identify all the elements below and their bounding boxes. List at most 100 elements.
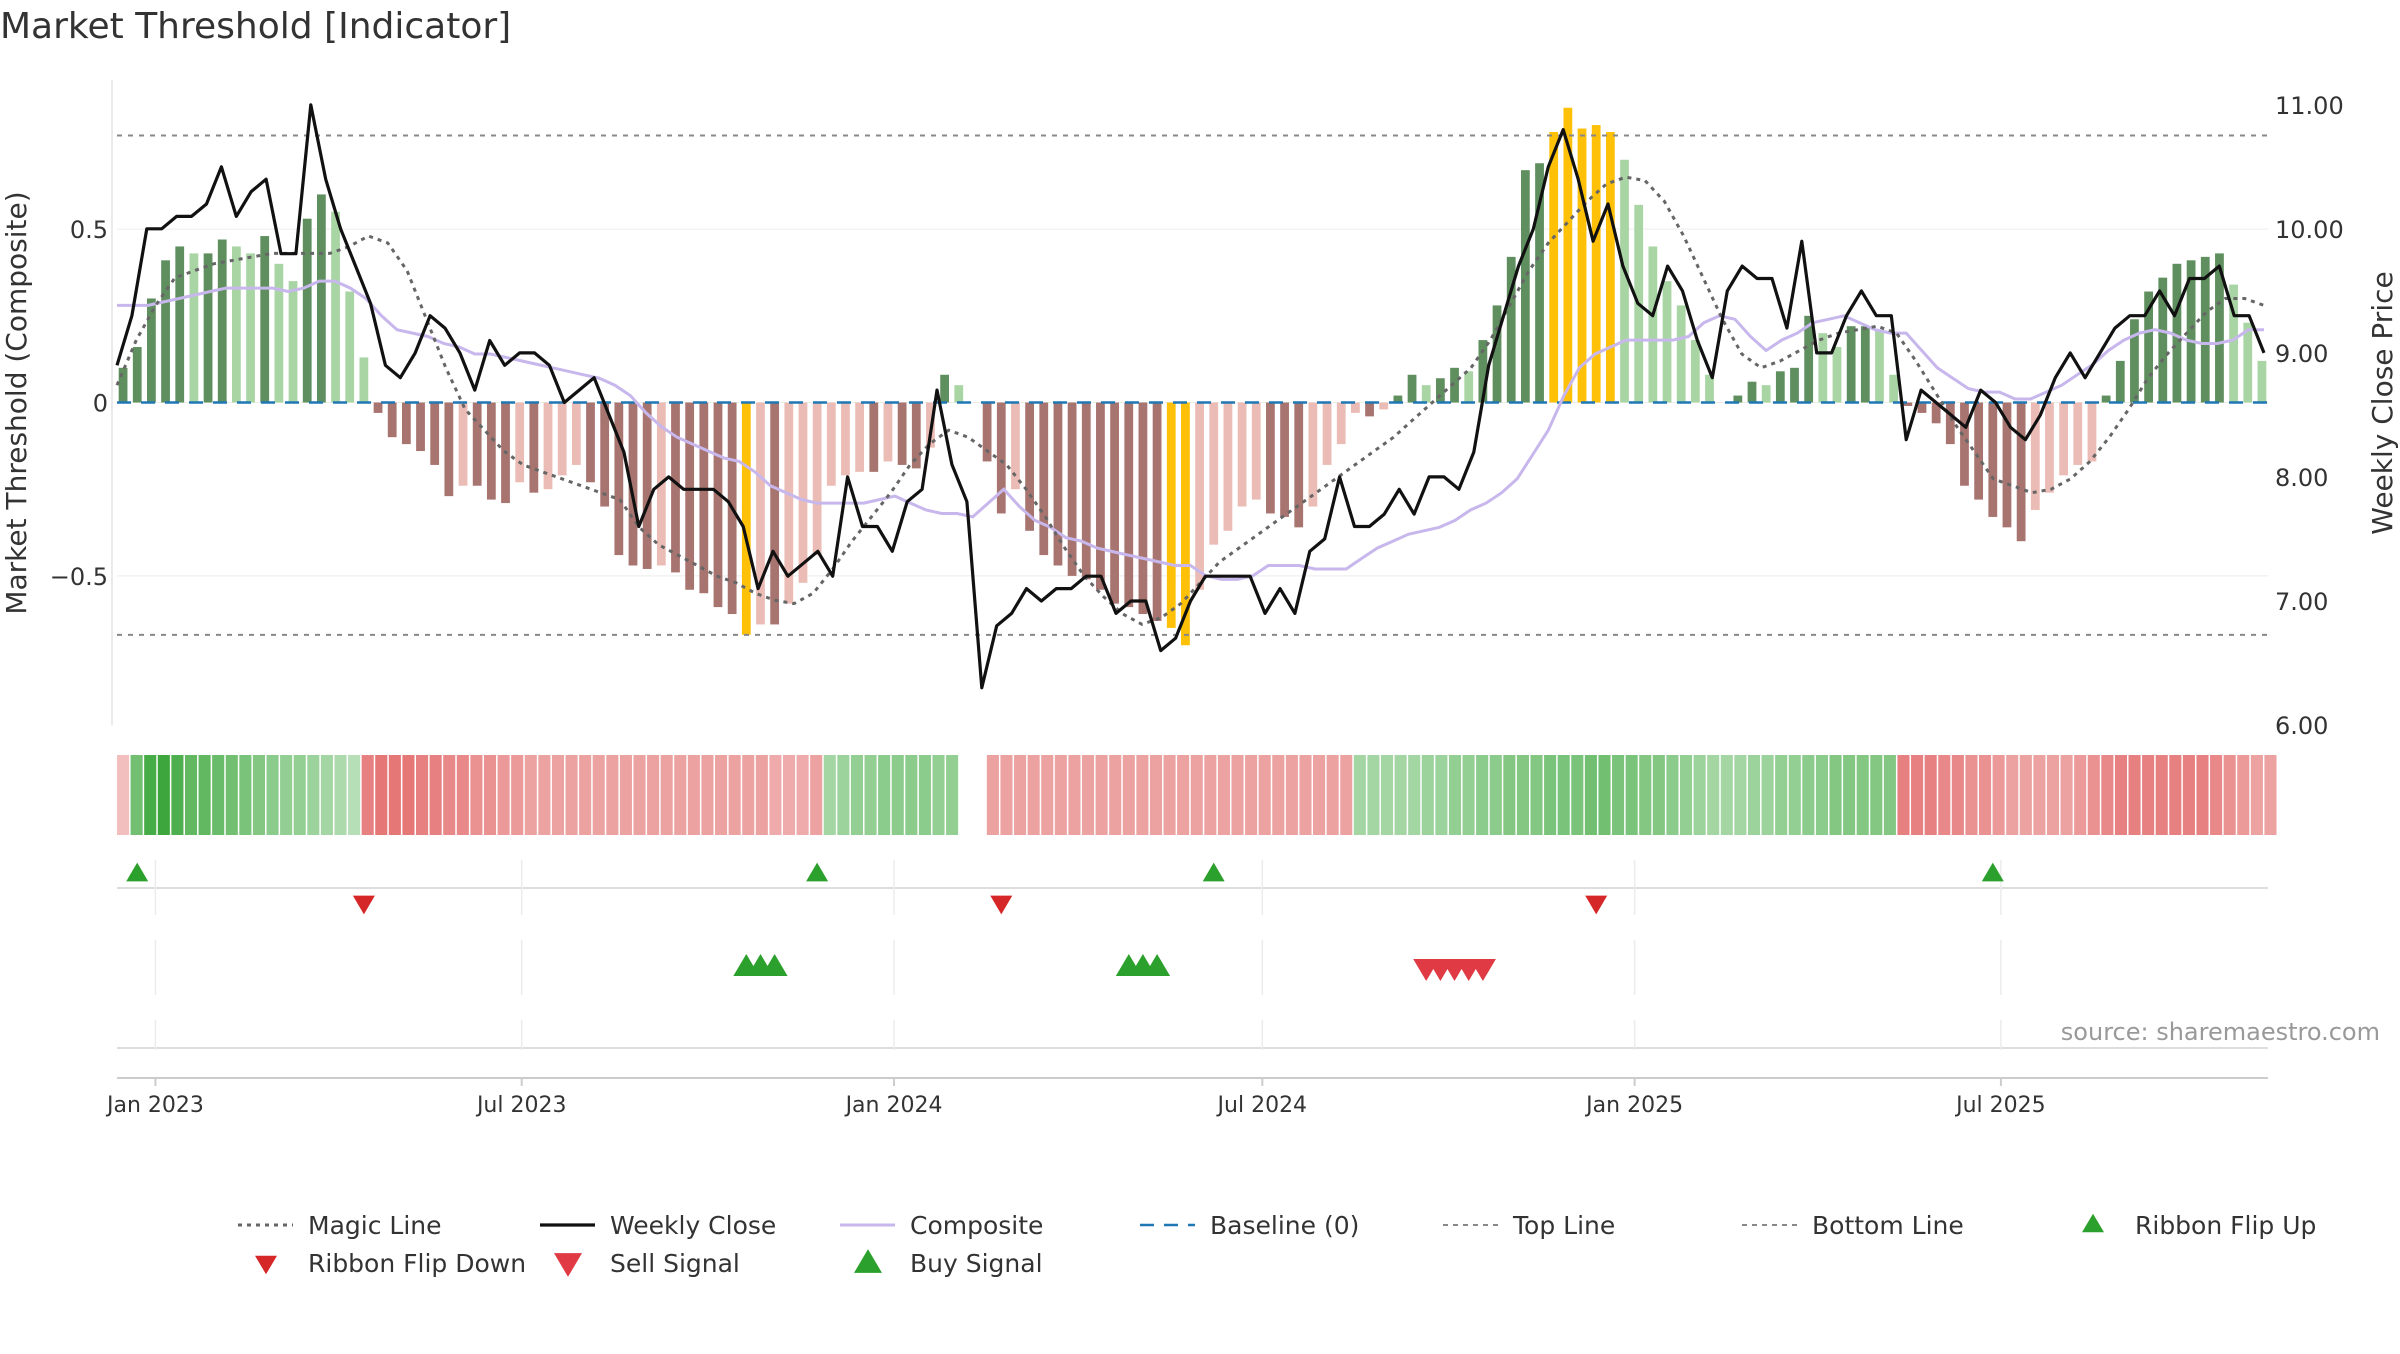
- ribbon-cell: [117, 755, 130, 835]
- composite-bar: [586, 402, 595, 483]
- ribbon-cell: [402, 755, 415, 835]
- composite-bar: [316, 194, 326, 403]
- composite-bar: [1223, 402, 1233, 531]
- composite-bar: [1421, 385, 1431, 403]
- composite-bar: [1988, 402, 1998, 517]
- ribbon-cell: [2074, 755, 2087, 835]
- composite-bar: [1365, 402, 1374, 417]
- composite-bar: [444, 402, 454, 497]
- ribbon-cell: [1815, 755, 1828, 835]
- ribbon-cell: [2223, 755, 2236, 835]
- legend-swatch-sell: [554, 1253, 582, 1277]
- composite-bar: [1690, 340, 1700, 403]
- composite-bar: [1195, 402, 1204, 590]
- legend-label: Weekly Close: [610, 1211, 776, 1240]
- composite-bar: [982, 402, 992, 462]
- composite-bar: [1974, 402, 1984, 500]
- composite-bar: [373, 402, 383, 413]
- ribbon-cell: [266, 755, 279, 835]
- ribbon-cell: [2250, 755, 2263, 835]
- ribbon-cell: [1027, 755, 1040, 835]
- ribbon-cell: [823, 755, 836, 835]
- composite-bar: [883, 402, 893, 462]
- legend-label: Top Line: [1512, 1211, 1615, 1240]
- ribbon-cell: [1544, 755, 1557, 835]
- legend-label: Ribbon Flip Down: [308, 1249, 526, 1278]
- ribbon-cell: [1965, 755, 1978, 835]
- x-tick-label: Jan 2025: [1584, 1093, 1683, 1118]
- ribbon-cell: [1992, 755, 2005, 835]
- ribbon-cell: [1163, 755, 1176, 835]
- composite-bar: [1705, 374, 1714, 403]
- composite-bar: [1435, 378, 1445, 403]
- ribbon-cell: [2087, 755, 2100, 835]
- ribbon-cell: [606, 755, 619, 835]
- ribbon-cell: [1707, 755, 1720, 835]
- ribbon-cell: [674, 755, 687, 835]
- right-tick-label: 10.00: [2275, 216, 2344, 244]
- ribbon-cell: [715, 755, 728, 835]
- composite-bar: [2200, 256, 2210, 403]
- composite-bar: [571, 402, 581, 465]
- legend-item: Magic Line: [238, 1211, 442, 1240]
- composite-bar: [2073, 402, 2083, 465]
- composite-bar: [826, 402, 836, 486]
- x-tick-label: Jul 2025: [1954, 1093, 2046, 1118]
- composite-bar: [1237, 402, 1247, 507]
- ribbon-cell: [361, 755, 374, 835]
- composite-bar: [288, 281, 298, 403]
- composite-bar: [1138, 402, 1148, 615]
- ribbon-cell: [239, 755, 252, 835]
- composite-bar: [274, 263, 284, 403]
- ribbon-cell: [1353, 755, 1366, 835]
- ribbon-cell: [388, 755, 401, 835]
- ribbon-cell: [1938, 755, 1951, 835]
- ribbon-cell: [2033, 755, 2046, 835]
- composite-bar: [614, 402, 624, 556]
- x-tick-label: Jan 2023: [105, 1093, 204, 1118]
- ribbon-cell: [1394, 755, 1407, 835]
- ribbon-cell: [1870, 755, 1883, 835]
- composite-bar: [1846, 326, 1856, 403]
- composite-bar: [756, 402, 765, 625]
- ribbon-cell: [1666, 755, 1679, 835]
- composite-bar: [1336, 402, 1346, 445]
- composite-bar: [2130, 319, 2139, 403]
- legend-label: Bottom Line: [1812, 1211, 1964, 1240]
- ribbon-cell: [1421, 755, 1434, 835]
- ribbon-cell: [1843, 755, 1856, 835]
- ribbon-cell: [742, 755, 755, 835]
- buy-signal-marker: [761, 954, 788, 976]
- composite-bar: [1747, 381, 1757, 403]
- ribbon-cell: [1856, 755, 1869, 835]
- composite-bar: [416, 402, 425, 452]
- composite-bar: [699, 402, 709, 594]
- ribbon-cell: [1367, 755, 1380, 835]
- composite-bar: [1733, 395, 1743, 403]
- ribbon-flip-track: [117, 860, 2268, 915]
- composite-bar: [685, 402, 695, 590]
- composite-bar: [996, 402, 1006, 514]
- ribbon-cell: [782, 755, 796, 835]
- ribbon-cell: [864, 755, 877, 835]
- composite-bar: [1889, 374, 1899, 403]
- composite-bar: [1903, 402, 1913, 406]
- ribbon-cell: [1177, 755, 1190, 835]
- right-tick-label: 8.00: [2275, 464, 2328, 492]
- composite-bar: [1081, 402, 1091, 580]
- ribbon-cell: [225, 755, 238, 835]
- ribbon-cell: [2142, 755, 2155, 835]
- composite-bar: [1860, 326, 1870, 403]
- ribbon-cell: [1217, 755, 1230, 835]
- legend-label: Sell Signal: [610, 1249, 740, 1278]
- composite-bar: [1577, 128, 1587, 403]
- ribbon-cell: [1313, 755, 1326, 835]
- legend-label: Ribbon Flip Up: [2135, 1211, 2316, 1240]
- ribbon-cell: [144, 755, 157, 835]
- ribbon-cell: [470, 755, 483, 835]
- composite-bar: [1520, 170, 1530, 403]
- ribbon-cell: [1285, 755, 1298, 835]
- ribbon-cell: [524, 755, 537, 835]
- ribbon-cell: [1788, 755, 1801, 835]
- composite-bar: [430, 402, 440, 465]
